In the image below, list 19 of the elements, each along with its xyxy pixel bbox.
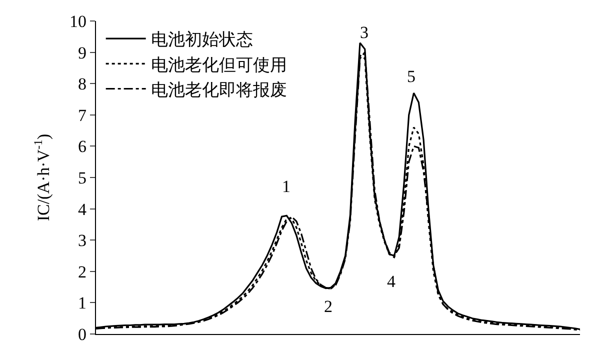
annotation: 3 — [360, 23, 368, 42]
legend-label: 电池初始状态 — [150, 30, 253, 50]
annotation: 1 — [282, 177, 290, 196]
y-tick-label: 0 — [78, 324, 86, 344]
annotation: 2 — [324, 297, 332, 316]
y-tick-label: 2 — [78, 262, 86, 282]
legend-label: 电池老化即将报废 — [150, 80, 287, 100]
y-tick-label: 6 — [78, 137, 86, 156]
y-tick-label: 4 — [78, 200, 87, 219]
y-tick-label: 5 — [78, 168, 86, 188]
y-tick-label: 9 — [78, 43, 86, 62]
y-tick-label: 1 — [78, 294, 86, 313]
y-tick-label: 7 — [78, 106, 87, 125]
annotation: 4 — [387, 272, 396, 291]
legend-label: 电池老化但可使用 — [150, 55, 287, 76]
y-tick-label: 3 — [78, 231, 86, 250]
y-tick-label: 8 — [78, 74, 86, 94]
y-tick-label: 10 — [70, 12, 86, 31]
annotation: 5 — [407, 67, 416, 86]
